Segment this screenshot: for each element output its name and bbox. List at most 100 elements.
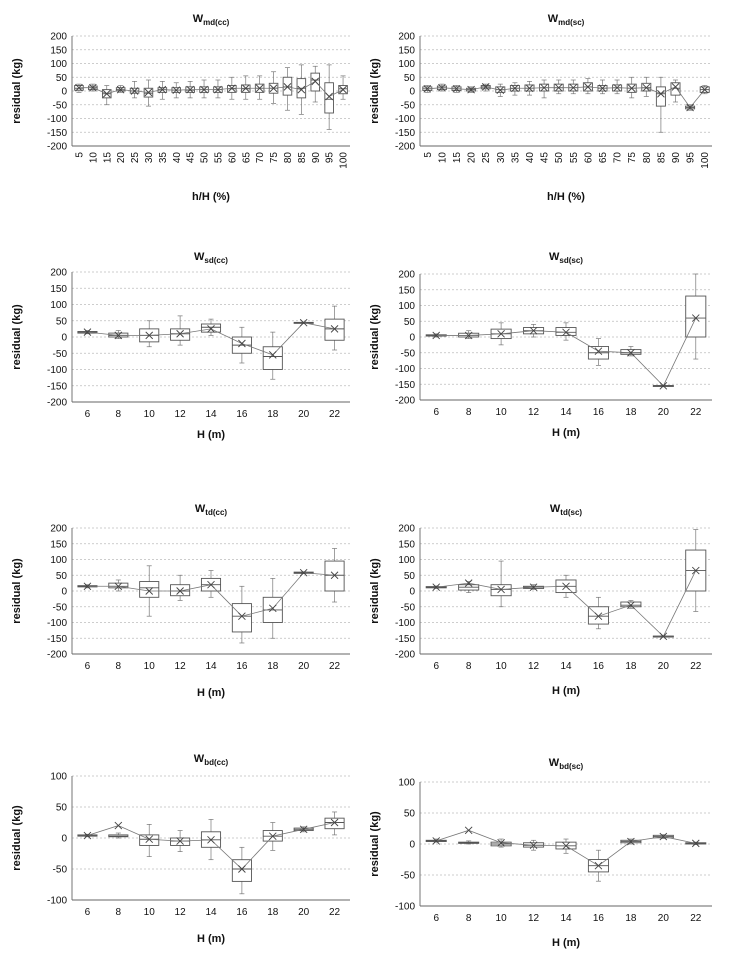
box-plot-50 — [199, 79, 209, 99]
x-tick-label: 8 — [116, 409, 122, 420]
mean-marker-55 — [569, 83, 578, 92]
y-tick-label: 200 — [50, 524, 67, 535]
mean-marker-stroke — [511, 84, 519, 93]
x-tick-label: 45 — [186, 152, 197, 164]
x-tick-label: 22 — [329, 409, 341, 420]
x-tick-label: 20 — [298, 661, 310, 672]
chart-td-cc: Wtd(cc) 200 150 100 50 0 -50 -100 -150 -200 residu… — [0, 488, 366, 710]
box-plot-90 — [670, 79, 681, 103]
mean-marker-stroke — [464, 826, 473, 835]
mean-marker-stroke — [700, 85, 709, 94]
x-tick-label: 10 — [144, 661, 156, 672]
mean-marker-16 — [238, 612, 246, 621]
mean-marker-stroke — [325, 92, 333, 101]
chart-title: Wsd(cc) — [194, 251, 228, 265]
y-tick-label: -100 — [47, 114, 67, 125]
mean-marker-75 — [627, 84, 636, 93]
y-axis-label: residual (kg) — [369, 811, 381, 877]
y-tick-label: 50 — [404, 571, 416, 582]
chart-md-sc: Wmd(sc) 200 150 100 50 0 -50 -100 -150 -200 residu… — [366, 0, 732, 210]
chart-title: Wbd(cc) — [194, 753, 229, 767]
chart-bd-sc: Wbd(sc) 100 50 0 -50 -100 residual (kg) 6 8 10 12 1… — [366, 740, 732, 958]
x-tick-label: 10 — [144, 907, 156, 918]
x-tick-label: 18 — [267, 409, 279, 420]
mean-marker-stroke — [330, 818, 339, 827]
mean-marker-stroke — [671, 83, 680, 91]
x-tick-label: 12 — [175, 907, 187, 918]
x-tick-label: 20 — [658, 407, 670, 418]
mean-marker-20 — [659, 382, 668, 390]
box-iqr — [170, 328, 191, 341]
chart-sd-sc-svg: Wsd(sc) 200 150 100 50 0 -50 -100 -150 -200 residu… — [369, 251, 712, 439]
box-iqr — [170, 584, 191, 597]
mean-marker-25 — [130, 87, 139, 95]
y-axis-label: residual (kg) — [11, 805, 23, 871]
mean-marker-stroke — [659, 832, 668, 841]
mean-marker-14 — [562, 842, 570, 850]
mean-marker-15 — [452, 84, 461, 93]
y-tick-label: -100 — [395, 114, 415, 125]
mean-marker-8 — [114, 331, 123, 340]
x-tick-label: 60 — [583, 152, 594, 164]
mean-marker-70 — [613, 83, 621, 92]
x-tick-label: 75 — [269, 152, 280, 164]
x-tick-label: 60 — [227, 152, 238, 164]
y-tick-label: -150 — [395, 128, 415, 139]
y-tick-label: 100 — [398, 778, 415, 789]
box-plot-18 — [620, 346, 642, 357]
mean-marker-60 — [228, 84, 236, 93]
x-tick-label: 6 — [433, 913, 439, 924]
box-iqr — [620, 349, 642, 355]
x-tick-label: 16 — [236, 661, 248, 672]
x-tick-label: 40 — [525, 152, 536, 164]
mean-marker-5 — [75, 83, 83, 92]
chart-title-base: W — [549, 251, 560, 263]
chart-title-base: W — [195, 503, 206, 515]
y-tick-label: 200 — [398, 32, 415, 43]
mean-marker-stroke — [297, 85, 306, 94]
mean-marker-35 — [511, 84, 519, 93]
mean-marker-16 — [238, 339, 246, 348]
mean-marker-stroke — [268, 832, 277, 840]
x-tick-label: 55 — [569, 152, 580, 164]
mean-marker-stroke — [452, 84, 461, 93]
mean-marker-stroke — [268, 604, 277, 613]
mean-marker-30 — [144, 88, 153, 97]
mean-marker-10 — [145, 331, 154, 340]
y-tick-label: -200 — [47, 398, 67, 409]
box-plot-10 — [139, 565, 160, 617]
box-plot-75 — [626, 76, 637, 99]
box-plot-22 — [324, 305, 345, 351]
chart-title-sub: md(sc) — [558, 18, 585, 27]
mean-marker-16 — [238, 865, 246, 873]
chart-sd-cc: Wsd(cc) 200 150 100 50 0 -50 -100 -150 -200 residu… — [0, 238, 366, 460]
mean-marker-10 — [497, 585, 505, 594]
mean-marker-stroke — [562, 842, 570, 850]
mean-marker-stroke — [562, 328, 570, 337]
chart-title-sub: td(cc) — [205, 508, 227, 517]
chart-sd-sc: Wsd(sc) 200 150 100 50 0 -50 -100 -150 -200 residu… — [366, 238, 732, 460]
box-iqr — [139, 581, 160, 598]
x-tick-label: 100 — [700, 152, 711, 169]
x-tick-label: 16 — [593, 407, 605, 418]
mean-marker-stroke — [228, 84, 236, 93]
x-tick-label: 6 — [85, 409, 91, 420]
mean-marker-stroke — [627, 84, 636, 93]
y-tick-label: 0 — [61, 834, 67, 845]
box-plot-22 — [324, 548, 345, 603]
mean-marker-40 — [525, 84, 534, 93]
box-plot-12 — [170, 574, 191, 601]
y-tick-label: -100 — [395, 618, 415, 629]
mean-marker-stroke — [89, 83, 97, 92]
x-tick-label: 12 — [528, 661, 540, 672]
chart-td-sc: Wtd(sc) 200 150 100 50 0 -50 -100 -150 -200 residu… — [366, 488, 732, 710]
x-tick-label: 35 — [510, 152, 521, 164]
y-axis-label: residual (kg) — [11, 58, 23, 124]
x-tick-label: 18 — [625, 661, 637, 672]
box-plot-18 — [262, 331, 283, 380]
y-tick-label: 150 — [398, 285, 415, 296]
mean-marker-90 — [671, 83, 680, 91]
mean-marker-stroke — [438, 83, 446, 92]
chart-title-sub: bd(cc) — [204, 758, 228, 767]
y-axis-label: residual (kg) — [11, 558, 23, 624]
